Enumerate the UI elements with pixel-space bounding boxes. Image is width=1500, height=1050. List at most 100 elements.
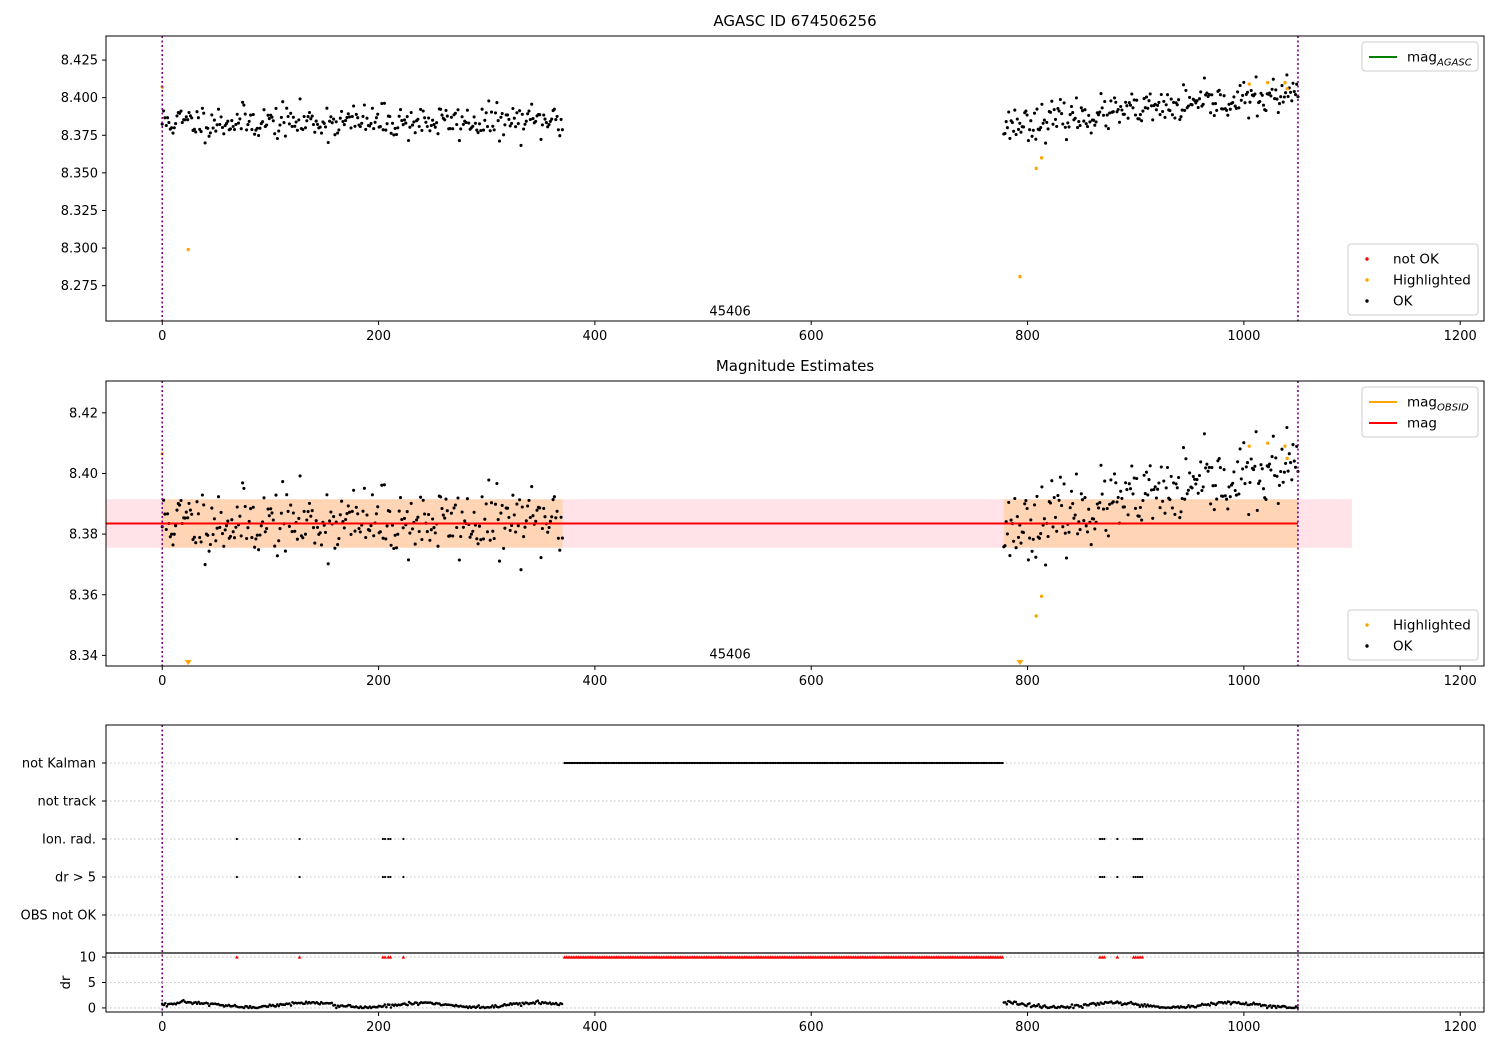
ok-point bbox=[1044, 141, 1048, 145]
flag-point bbox=[811, 761, 814, 765]
flag-point bbox=[896, 761, 899, 765]
dr-clipped-point bbox=[388, 955, 393, 959]
ok-point bbox=[1243, 482, 1247, 486]
ok-point bbox=[506, 506, 510, 510]
flag-point bbox=[1098, 875, 1102, 879]
ok-point bbox=[429, 528, 433, 532]
ok-point bbox=[298, 97, 302, 101]
flag-point bbox=[797, 761, 800, 765]
ok-point bbox=[413, 131, 417, 135]
flag-point bbox=[826, 761, 829, 765]
flag-point bbox=[889, 761, 892, 765]
flag-point bbox=[777, 761, 780, 765]
flag-point bbox=[298, 837, 301, 841]
dr-point bbox=[518, 1002, 521, 1005]
ok-point bbox=[374, 116, 378, 120]
ok-point bbox=[1248, 100, 1252, 104]
ok-point bbox=[336, 543, 340, 547]
ok-point bbox=[522, 535, 526, 539]
ok-point bbox=[1191, 474, 1195, 479]
flag-point bbox=[771, 761, 774, 765]
ok-point bbox=[508, 124, 512, 128]
dr-clipped-point bbox=[383, 955, 387, 959]
flag-point bbox=[654, 761, 657, 765]
ok-point bbox=[1066, 121, 1070, 125]
flag-point bbox=[389, 837, 392, 841]
flag-point bbox=[1132, 837, 1135, 841]
ok-point bbox=[1003, 544, 1007, 548]
ok-point bbox=[1172, 100, 1176, 104]
flag-point bbox=[685, 761, 688, 765]
flag-point bbox=[727, 761, 730, 765]
ok-point bbox=[1041, 121, 1045, 125]
ok-point bbox=[1168, 498, 1172, 502]
ok-point bbox=[167, 120, 171, 125]
ok-point bbox=[439, 495, 443, 499]
ok-point bbox=[1254, 75, 1258, 79]
ok-point bbox=[1039, 125, 1043, 130]
ok-point bbox=[459, 534, 463, 539]
legend-label: OK bbox=[1393, 639, 1414, 655]
ok-point bbox=[1152, 487, 1156, 492]
ok-point bbox=[313, 130, 317, 134]
ok-point bbox=[1236, 90, 1240, 94]
ok-point bbox=[172, 532, 176, 536]
ok-point bbox=[1010, 120, 1014, 125]
ok-point bbox=[560, 536, 564, 540]
ok-point bbox=[1089, 543, 1093, 547]
ok-point bbox=[270, 511, 274, 515]
ok-point bbox=[1117, 120, 1122, 124]
ok-point bbox=[361, 509, 365, 513]
ok-point bbox=[210, 506, 214, 510]
flag-point bbox=[656, 761, 659, 765]
ok-point bbox=[1064, 556, 1069, 560]
ok-point bbox=[369, 524, 373, 528]
flag-point bbox=[980, 761, 983, 765]
ok-point bbox=[207, 549, 211, 553]
ok-point bbox=[1151, 118, 1155, 122]
ok-point bbox=[534, 119, 538, 123]
ok-point bbox=[477, 524, 482, 528]
ok-point bbox=[298, 474, 302, 478]
ok-point bbox=[1264, 497, 1268, 501]
ok-point bbox=[487, 99, 491, 103]
flag-point bbox=[855, 761, 858, 765]
ok-point bbox=[1280, 84, 1284, 88]
legend-upper-right: magOBSID mag bbox=[1361, 386, 1479, 438]
dr-point bbox=[248, 1004, 252, 1008]
ok-point bbox=[1275, 97, 1279, 101]
flag-point bbox=[387, 837, 390, 841]
ok-point bbox=[265, 123, 269, 127]
ok-point bbox=[241, 100, 245, 104]
ok-point bbox=[287, 122, 291, 126]
ok-point bbox=[465, 108, 469, 112]
panel2: Magnitude Estimates 45406 0 200 400 600 800 100… bbox=[69, 357, 1485, 689]
ok-point bbox=[318, 125, 322, 129]
dr-clipped-point bbox=[235, 955, 239, 959]
dr-point bbox=[1143, 1003, 1146, 1006]
y-tick-label: 10 bbox=[79, 951, 96, 966]
ok-point bbox=[538, 113, 542, 117]
ok-point bbox=[390, 121, 395, 125]
flag-label: not Kalman bbox=[22, 757, 96, 772]
ok-point bbox=[171, 543, 175, 547]
ok-point bbox=[1149, 488, 1154, 492]
ok-point bbox=[1181, 446, 1186, 450]
ok-point bbox=[506, 113, 510, 117]
flag-point bbox=[914, 761, 917, 765]
flag-point bbox=[899, 761, 902, 765]
ok-point bbox=[1005, 126, 1009, 130]
ok-point bbox=[255, 533, 259, 537]
ok-point bbox=[522, 127, 526, 131]
ok-point bbox=[1141, 498, 1145, 503]
ok-point bbox=[1052, 108, 1056, 112]
ok-point bbox=[1277, 102, 1282, 106]
flag-point bbox=[892, 761, 896, 765]
flag-point bbox=[1136, 875, 1139, 879]
ok-point bbox=[192, 127, 196, 131]
ok-point bbox=[1040, 485, 1044, 489]
ok-point bbox=[1058, 97, 1062, 102]
flag-point bbox=[621, 761, 625, 765]
ok-point bbox=[179, 109, 183, 113]
ok-point bbox=[315, 122, 320, 126]
